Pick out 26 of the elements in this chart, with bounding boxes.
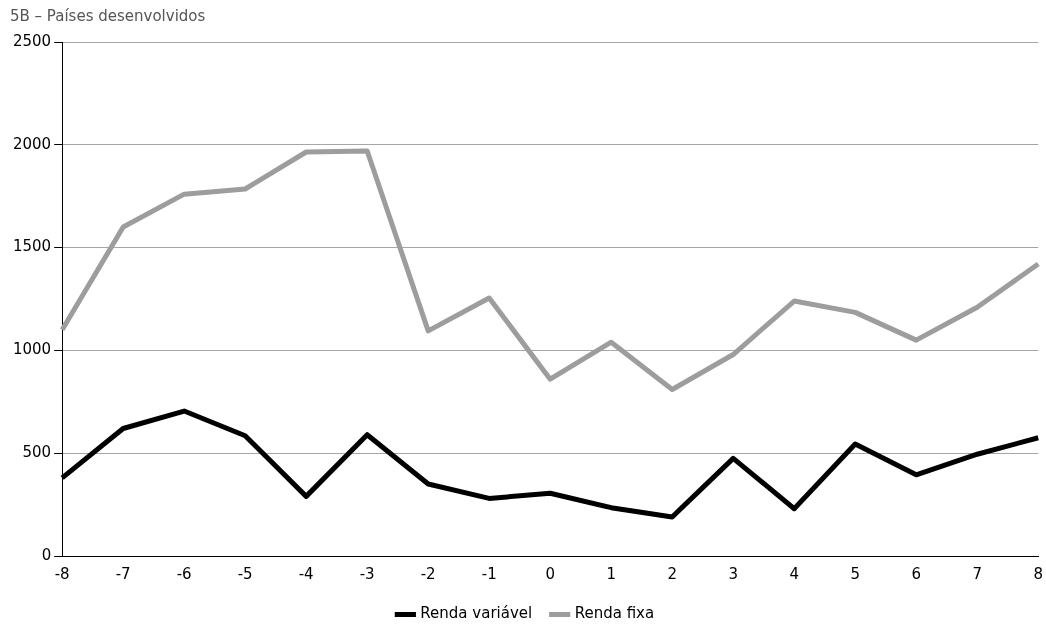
legend-label: Renda variável	[420, 604, 533, 623]
x-tick-label: 7	[972, 564, 982, 583]
y-tick-label: 500	[22, 443, 52, 462]
y-tick-label: 1500	[12, 237, 52, 256]
x-tick-label: -7	[115, 564, 131, 583]
x-tick-label: 1	[606, 564, 616, 583]
x-tick-label: 0	[545, 564, 555, 583]
x-tick-label: -1	[481, 564, 497, 583]
y-tick-label: 0	[41, 545, 52, 564]
x-tick-label: 5	[850, 564, 860, 583]
y-tick-label: 2500	[12, 31, 52, 50]
x-tick-label: -6	[176, 564, 192, 583]
x-tick-label: 8	[1033, 564, 1043, 583]
x-tick-label: -2	[420, 564, 436, 583]
x-tick-label: 2	[667, 564, 677, 583]
chart-title: 5B – Países desenvolvidos	[10, 6, 206, 25]
x-tick-label: -3	[359, 564, 375, 583]
x-tick-label: -4	[298, 564, 314, 583]
x-tick-label: -8	[54, 564, 70, 583]
legend-label: Renda fixa	[574, 604, 655, 623]
x-tick-label: 6	[911, 564, 921, 583]
x-tick-label: -5	[237, 564, 253, 583]
x-tick-label: 3	[728, 564, 738, 583]
y-tick-label: 1000	[12, 340, 52, 359]
x-tick-label: 4	[789, 564, 799, 583]
y-tick-label: 2000	[12, 134, 52, 153]
